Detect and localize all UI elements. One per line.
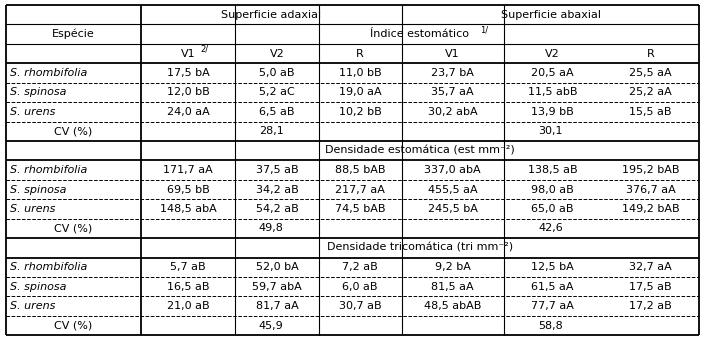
Text: 74,5 bAB: 74,5 bAB	[335, 204, 386, 214]
Text: 337,0 abA: 337,0 abA	[424, 165, 481, 175]
Text: S. urens: S. urens	[10, 301, 55, 311]
Text: S. spinosa: S. spinosa	[10, 282, 66, 292]
Text: 195,2 bAB: 195,2 bAB	[622, 165, 679, 175]
Text: 61,5 aA: 61,5 aA	[532, 282, 574, 292]
Text: V2: V2	[269, 49, 284, 59]
Text: S. rhombifolia: S. rhombifolia	[10, 165, 87, 175]
Text: 25,5 aA: 25,5 aA	[629, 68, 672, 78]
Text: 15,5 aB: 15,5 aB	[629, 107, 672, 117]
Text: CV (%): CV (%)	[54, 126, 92, 136]
Text: 81,7 aA: 81,7 aA	[256, 301, 298, 311]
Text: CV (%): CV (%)	[54, 223, 92, 234]
Text: 45,9: 45,9	[259, 320, 283, 331]
Text: 5,0 aB: 5,0 aB	[259, 68, 295, 78]
Text: 52,0 bA: 52,0 bA	[256, 262, 298, 272]
Text: 59,7 abA: 59,7 abA	[252, 282, 302, 292]
Text: 30,2 abA: 30,2 abA	[428, 107, 477, 117]
Text: 149,2 bAB: 149,2 bAB	[622, 204, 679, 214]
Text: 13,9 bB: 13,9 bB	[531, 107, 574, 117]
Text: V1: V1	[180, 49, 195, 59]
Text: 98,0 aB: 98,0 aB	[531, 185, 574, 194]
Text: S. urens: S. urens	[10, 204, 55, 214]
Text: 245,5 bA: 245,5 bA	[428, 204, 478, 214]
Text: 217,7 aA: 217,7 aA	[336, 185, 385, 194]
Text: S. spinosa: S. spinosa	[10, 88, 66, 97]
Text: 30,7 aB: 30,7 aB	[339, 301, 381, 311]
Text: S. urens: S. urens	[10, 107, 55, 117]
Text: 2/: 2/	[200, 45, 208, 54]
Text: 23,7 bA: 23,7 bA	[431, 68, 474, 78]
Text: 69,5 bB: 69,5 bB	[166, 185, 209, 194]
Text: 5,2 aC: 5,2 aC	[259, 88, 295, 97]
Text: Densidade estomática (est mm⁻²): Densidade estomática (est mm⁻²)	[325, 146, 515, 156]
Text: V1: V1	[446, 49, 460, 59]
Text: Superficie abaxial: Superficie abaxial	[501, 10, 601, 20]
Text: 65,0 aB: 65,0 aB	[532, 204, 574, 214]
Text: Densidade tricomática (tri mm⁻²): Densidade tricomática (tri mm⁻²)	[327, 243, 513, 253]
Text: 6,0 aB: 6,0 aB	[343, 282, 378, 292]
Text: S. rhombifolia: S. rhombifolia	[10, 68, 87, 78]
Text: 148,5 abA: 148,5 abA	[159, 204, 216, 214]
Text: 35,7 aA: 35,7 aA	[431, 88, 474, 97]
Text: S. spinosa: S. spinosa	[10, 185, 66, 194]
Text: Superficie adaxial: Superficie adaxial	[221, 10, 321, 20]
Text: 34,2 aB: 34,2 aB	[256, 185, 298, 194]
Text: 171,7 aA: 171,7 aA	[163, 165, 213, 175]
Text: S. rhombifolia: S. rhombifolia	[10, 262, 87, 272]
Text: 1/: 1/	[480, 25, 488, 34]
Text: 20,5 aA: 20,5 aA	[531, 68, 574, 78]
Text: 19,0 aA: 19,0 aA	[339, 88, 381, 97]
Text: 12,0 bB: 12,0 bB	[166, 88, 209, 97]
Text: 16,5 aB: 16,5 aB	[166, 282, 209, 292]
Text: 5,7 aB: 5,7 aB	[170, 262, 206, 272]
Text: 17,5 bA: 17,5 bA	[166, 68, 209, 78]
Text: 37,5 aB: 37,5 aB	[256, 165, 298, 175]
Text: 48,5 abAB: 48,5 abAB	[424, 301, 482, 311]
Text: Espécie: Espécie	[51, 29, 94, 39]
Text: 42,6: 42,6	[538, 223, 563, 234]
Text: 81,5 aA: 81,5 aA	[431, 282, 474, 292]
Text: 9,2 bA: 9,2 bA	[435, 262, 471, 272]
Text: 77,7 aA: 77,7 aA	[531, 301, 574, 311]
Text: R: R	[356, 49, 364, 59]
Text: 49,8: 49,8	[259, 223, 283, 234]
Text: 11,0 bB: 11,0 bB	[339, 68, 381, 78]
Text: 30,1: 30,1	[539, 126, 563, 136]
Text: 138,5 aB: 138,5 aB	[528, 165, 577, 175]
Text: 21,0 aB: 21,0 aB	[166, 301, 209, 311]
Text: Índice estomático: Índice estomático	[370, 29, 470, 39]
Text: 32,7 aA: 32,7 aA	[629, 262, 672, 272]
Text: 6,5 aB: 6,5 aB	[259, 107, 295, 117]
Text: 12,5 bA: 12,5 bA	[531, 262, 574, 272]
Text: R: R	[646, 49, 654, 59]
Text: 28,1: 28,1	[259, 126, 283, 136]
Text: 54,2 aB: 54,2 aB	[256, 204, 298, 214]
Text: 10,2 bB: 10,2 bB	[339, 107, 381, 117]
Text: 11,5 abB: 11,5 abB	[528, 88, 577, 97]
Text: 7,2 aB: 7,2 aB	[343, 262, 378, 272]
Text: V2: V2	[545, 49, 560, 59]
Text: 455,5 aA: 455,5 aA	[428, 185, 477, 194]
Text: 17,5 aB: 17,5 aB	[629, 282, 672, 292]
Text: 25,2 aA: 25,2 aA	[629, 88, 672, 97]
Text: 88,5 bAB: 88,5 bAB	[335, 165, 386, 175]
Text: 58,8: 58,8	[538, 320, 563, 331]
Text: 376,7 aA: 376,7 aA	[625, 185, 675, 194]
Text: CV (%): CV (%)	[54, 320, 92, 331]
Text: 24,0 aA: 24,0 aA	[166, 107, 209, 117]
Text: 17,2 aB: 17,2 aB	[629, 301, 672, 311]
